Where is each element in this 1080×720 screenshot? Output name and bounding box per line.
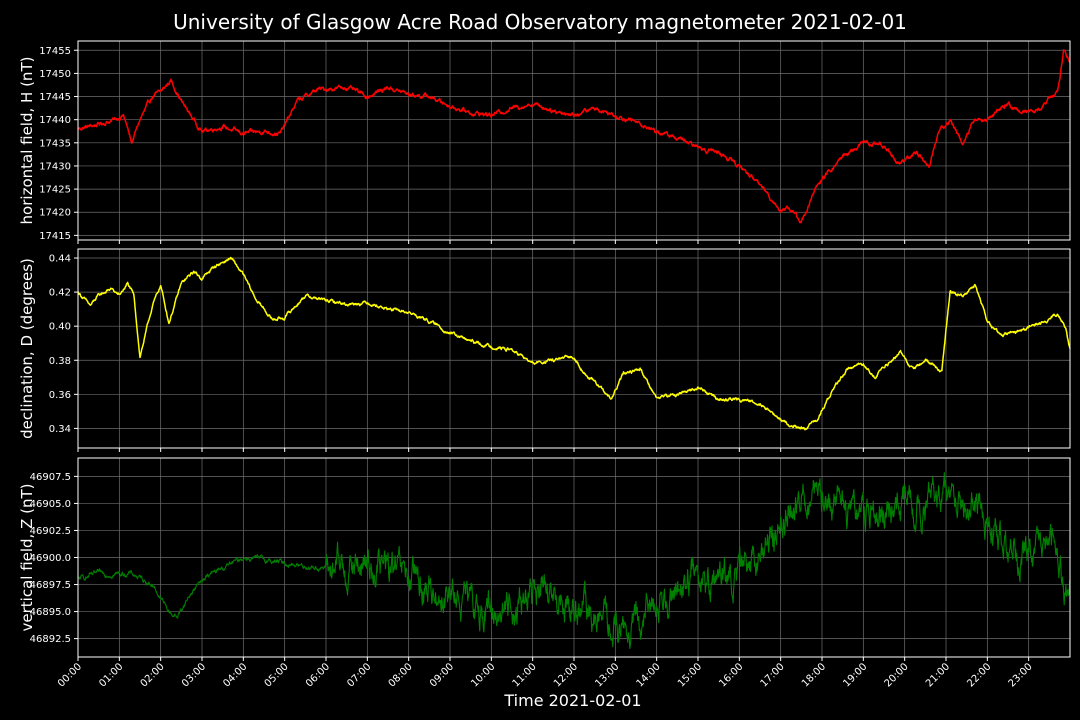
- axes-frame: [77, 248, 1071, 449]
- y-tick-label: 17450: [39, 69, 71, 80]
- y-tick-label: 46895.0: [30, 607, 71, 618]
- y-tick-label: 0.44: [49, 254, 71, 265]
- y-tick-label: 0.40: [49, 322, 71, 333]
- figure-title: University of Glasgow Acre Road Observat…: [173, 10, 907, 34]
- y-tick-label: 46905.0: [30, 499, 71, 510]
- y-tick-label: 0.38: [49, 356, 71, 367]
- y-tick-label: 17425: [39, 185, 71, 196]
- y-tick-label: 46892.5: [30, 634, 71, 645]
- y-axis-label: declination, D (degrees): [18, 258, 36, 439]
- axes-frame: [77, 457, 1071, 658]
- series-line-h: [77, 49, 1071, 224]
- y-tick-label: 17430: [39, 161, 71, 172]
- y-tick-label: 46902.5: [30, 526, 71, 537]
- x-axis-label: Time 2021-02-01: [503, 691, 641, 710]
- y-tick-label: 0.42: [49, 288, 71, 299]
- series-line-d: [77, 256, 1071, 431]
- y-tick-label: 17415: [39, 231, 71, 242]
- y-tick-label: 17455: [39, 46, 71, 57]
- y-tick-label: 0.36: [49, 390, 71, 401]
- y-tick-label: 17435: [39, 138, 71, 149]
- series-line-z: [77, 472, 1071, 650]
- y-axis-label: vertical field, Z (nT): [18, 483, 36, 631]
- y-tick-label: 46900.0: [30, 553, 71, 564]
- y-tick-label: 17445: [39, 92, 71, 103]
- y-axis-label: horizontal field, H (nT): [18, 57, 36, 225]
- y-tick-label: 46897.5: [30, 580, 71, 591]
- y-tick-label: 17420: [39, 208, 71, 219]
- y-tick-label: 17440: [39, 115, 71, 126]
- axes-frame: [77, 40, 1071, 241]
- panel-d: 0.34 0.36 0.38 0.40 0.42 0.44 declination, D (…: [18, 248, 1071, 452]
- y-tick-label: 0.34: [49, 424, 71, 435]
- y-tick-label: 46907.5: [30, 472, 71, 483]
- panel-h: 17415 17420 17425 17430 17435 17440 17445 17450…: [18, 40, 1071, 244]
